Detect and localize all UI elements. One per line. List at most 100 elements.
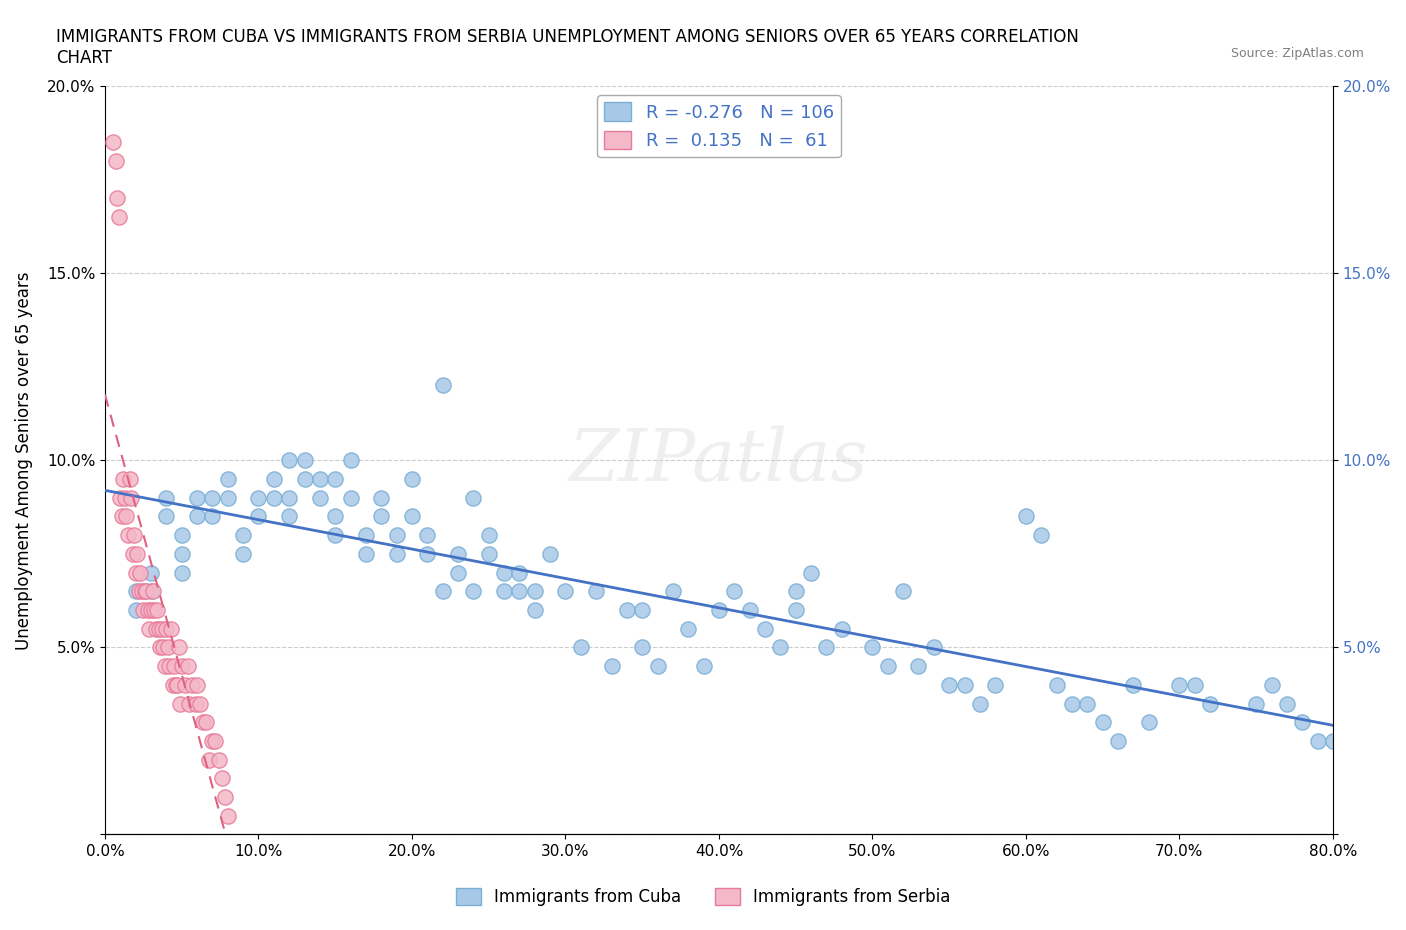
Point [1137, 715, 1160, 730]
Point [432, 584, 454, 599]
Point [211, 771, 233, 786]
Point [112, 472, 135, 486]
Point [170, 565, 193, 580]
Point [138, 621, 160, 636]
Point [969, 696, 991, 711]
Point [201, 490, 224, 505]
Point [201, 509, 224, 524]
Point [508, 565, 530, 580]
Point [907, 658, 929, 673]
Point [354, 547, 377, 562]
Point [370, 509, 392, 524]
Point [139, 565, 162, 580]
Point [170, 547, 193, 562]
Point [738, 603, 761, 618]
Point [129, 565, 152, 580]
Point [339, 453, 361, 468]
Point [217, 490, 239, 505]
Point [101, 135, 124, 150]
Point [125, 603, 148, 618]
Point [1122, 677, 1144, 692]
Point [370, 490, 392, 505]
Point [207, 752, 229, 767]
Point [204, 734, 226, 749]
Point [156, 640, 179, 655]
Point [186, 509, 208, 524]
Point [1184, 677, 1206, 692]
Point [177, 658, 200, 673]
Point [142, 584, 165, 599]
Point [217, 472, 239, 486]
Point [1199, 696, 1222, 711]
Point [122, 527, 145, 542]
Point [354, 527, 377, 542]
Point [432, 378, 454, 392]
Point [385, 547, 408, 562]
Point [323, 527, 346, 542]
Point [167, 640, 190, 655]
Point [188, 696, 211, 711]
Point [121, 547, 143, 562]
Point [110, 490, 132, 505]
Point [201, 734, 224, 749]
Legend: R = -0.276   N = 106, R =  0.135   N =  61: R = -0.276 N = 106, R = 0.135 N = 61 [598, 95, 841, 157]
Point [114, 490, 136, 505]
Point [447, 547, 470, 562]
Point [232, 547, 254, 562]
Point [1291, 715, 1313, 730]
Point [115, 509, 138, 524]
Point [1076, 696, 1098, 711]
Legend: Immigrants from Cuba, Immigrants from Serbia: Immigrants from Cuba, Immigrants from Se… [449, 881, 957, 912]
Point [600, 658, 623, 673]
Point [815, 640, 838, 655]
Point [145, 621, 167, 636]
Point [647, 658, 669, 673]
Point [938, 677, 960, 692]
Point [131, 584, 153, 599]
Point [463, 584, 485, 599]
Point [278, 490, 301, 505]
Point [707, 603, 730, 618]
Point [478, 527, 501, 542]
Point [631, 640, 654, 655]
Point [662, 584, 685, 599]
Point [155, 621, 177, 636]
Point [1260, 677, 1282, 692]
Point [876, 658, 898, 673]
Point [195, 715, 218, 730]
Point [1168, 677, 1191, 692]
Point [385, 527, 408, 542]
Point [139, 603, 162, 618]
Point [1322, 734, 1344, 749]
Point [163, 658, 186, 673]
Point [1306, 734, 1329, 749]
Point [294, 472, 316, 486]
Point [181, 677, 204, 692]
Point [1031, 527, 1053, 542]
Point [554, 584, 576, 599]
Point [198, 752, 221, 767]
Point [984, 677, 1007, 692]
Point [294, 453, 316, 468]
Point [232, 527, 254, 542]
Point [125, 565, 148, 580]
Text: Source: ZipAtlas.com: Source: ZipAtlas.com [1230, 46, 1364, 60]
Point [339, 490, 361, 505]
Point [800, 565, 823, 580]
Point [193, 715, 215, 730]
Point [153, 658, 176, 673]
Point [173, 677, 195, 692]
Point [463, 490, 485, 505]
Point [831, 621, 853, 636]
Point [523, 584, 546, 599]
Point [616, 603, 638, 618]
Point [523, 603, 546, 618]
Point [494, 565, 516, 580]
Point [136, 603, 159, 618]
Point [538, 547, 561, 562]
Point [1046, 677, 1069, 692]
Point [111, 509, 134, 524]
Point [401, 472, 423, 486]
Point [162, 677, 184, 692]
Point [186, 490, 208, 505]
